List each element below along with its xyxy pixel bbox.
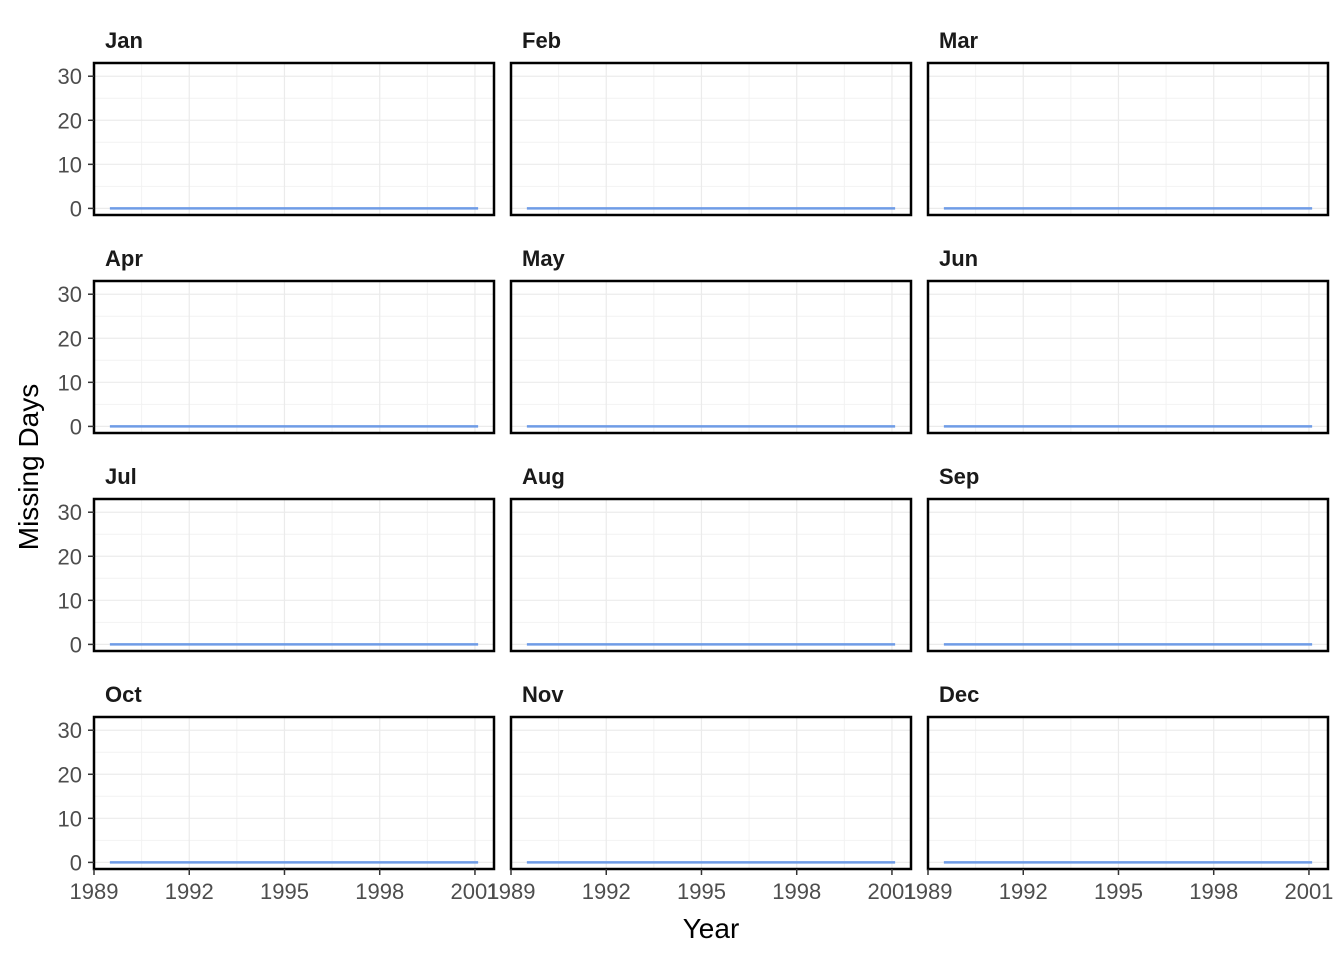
panel-aug: Aug xyxy=(509,464,913,653)
panel-title: Aug xyxy=(522,464,565,489)
x-tick-label: 1992 xyxy=(165,879,214,904)
panel-background xyxy=(511,281,911,433)
y-tick-label: 10 xyxy=(58,152,82,177)
y-tick-label: 0 xyxy=(70,632,82,657)
panel-title: Jun xyxy=(939,246,978,271)
x-tick-label: 1995 xyxy=(677,879,726,904)
panel-title: Jan xyxy=(105,28,143,53)
y-tick-label: 10 xyxy=(58,588,82,613)
panel-background xyxy=(511,717,911,869)
x-tick-label: 1995 xyxy=(1094,879,1143,904)
x-tick-label: 1998 xyxy=(1189,879,1238,904)
panel-background xyxy=(94,63,494,215)
panel-background xyxy=(928,281,1328,433)
x-tick-label: 1989 xyxy=(487,879,536,904)
x-tick-label: 1998 xyxy=(355,879,404,904)
panel-nov: Nov 1989 1992 1995 1998 2001 xyxy=(487,682,917,904)
panel-dec: Dec 1989 1992 1995 1998 2001 xyxy=(904,682,1334,904)
panel-title: Nov xyxy=(522,682,564,707)
panel-oct: Oct 0 10 20 30 1989 1992 1995 1998 2001 xyxy=(58,682,500,904)
x-tick-label: 2001 xyxy=(1284,879,1333,904)
y-axis-title: Missing Days xyxy=(13,384,44,550)
panel-border xyxy=(92,61,496,217)
panel-background xyxy=(511,63,911,215)
y-tick-label: 10 xyxy=(58,806,82,831)
y-tick-label: 0 xyxy=(70,196,82,221)
panel-jan: Jan 0 10 20 30 xyxy=(58,28,496,221)
panel-mar: Mar xyxy=(926,28,1330,217)
panel-title: Oct xyxy=(105,682,142,707)
y-tick-label: 30 xyxy=(58,282,82,307)
y-tick-label: 0 xyxy=(70,414,82,439)
x-axis-title: Year xyxy=(683,913,740,944)
y-tick-label: 20 xyxy=(58,762,82,787)
panel-background xyxy=(928,717,1328,869)
panel-title: Sep xyxy=(939,464,979,489)
panel-border xyxy=(92,279,496,435)
x-tick-label: 1998 xyxy=(772,879,821,904)
panel-border xyxy=(509,279,913,435)
y-tick-label: 10 xyxy=(58,370,82,395)
y-tick-label: 20 xyxy=(58,326,82,351)
panel-jul: Jul 0 10 20 30 xyxy=(58,464,496,657)
panel-feb: Feb xyxy=(509,28,913,217)
panel-border xyxy=(509,715,913,871)
panel-title: Feb xyxy=(522,28,561,53)
y-tick-label: 30 xyxy=(58,64,82,89)
panel-apr: Apr 0 10 20 30 xyxy=(58,246,496,439)
y-tick-label: 20 xyxy=(58,544,82,569)
panel-background xyxy=(928,63,1328,215)
x-tick-label: 2001 xyxy=(450,879,499,904)
facet-panels: Jan 0 10 20 30 Feb Mar Apr 0 10 20 30 May Jun Jul 0 10 20… xyxy=(58,28,1334,904)
panel-border xyxy=(92,715,496,871)
x-tick-label: 1992 xyxy=(999,879,1048,904)
panel-may: May xyxy=(509,246,913,435)
panel-jun: Jun xyxy=(926,246,1330,435)
panel-background xyxy=(511,499,911,651)
y-tick-label: 0 xyxy=(70,850,82,875)
x-tick-label: 1995 xyxy=(260,879,309,904)
panel-title: May xyxy=(522,246,566,271)
panel-title: Jul xyxy=(105,464,137,489)
panel-border xyxy=(92,497,496,653)
panel-sep: Sep xyxy=(926,464,1330,653)
panel-border xyxy=(509,497,913,653)
panel-border xyxy=(926,279,1330,435)
x-tick-label: 1992 xyxy=(582,879,631,904)
panel-background xyxy=(94,281,494,433)
panel-border xyxy=(926,497,1330,653)
panel-border xyxy=(926,61,1330,217)
panel-title: Apr xyxy=(105,246,143,271)
x-tick-label: 1989 xyxy=(70,879,119,904)
x-tick-label: 1989 xyxy=(904,879,953,904)
panel-title: Dec xyxy=(939,682,979,707)
panel-border xyxy=(926,715,1330,871)
y-tick-label: 20 xyxy=(58,108,82,133)
panel-background xyxy=(928,499,1328,651)
panel-border xyxy=(509,61,913,217)
panel-title: Mar xyxy=(939,28,979,53)
y-tick-label: 30 xyxy=(58,500,82,525)
panel-background xyxy=(94,717,494,869)
panel-background xyxy=(94,499,494,651)
y-tick-label: 30 xyxy=(58,718,82,743)
x-tick-label: 2001 xyxy=(867,879,916,904)
